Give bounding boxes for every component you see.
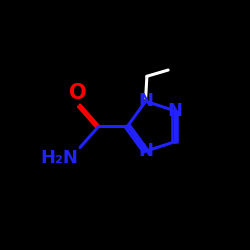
Text: N: N bbox=[138, 92, 153, 110]
Text: O: O bbox=[69, 83, 86, 103]
Text: N: N bbox=[138, 142, 153, 160]
Text: N: N bbox=[168, 102, 182, 120]
Text: H₂N: H₂N bbox=[41, 149, 79, 167]
